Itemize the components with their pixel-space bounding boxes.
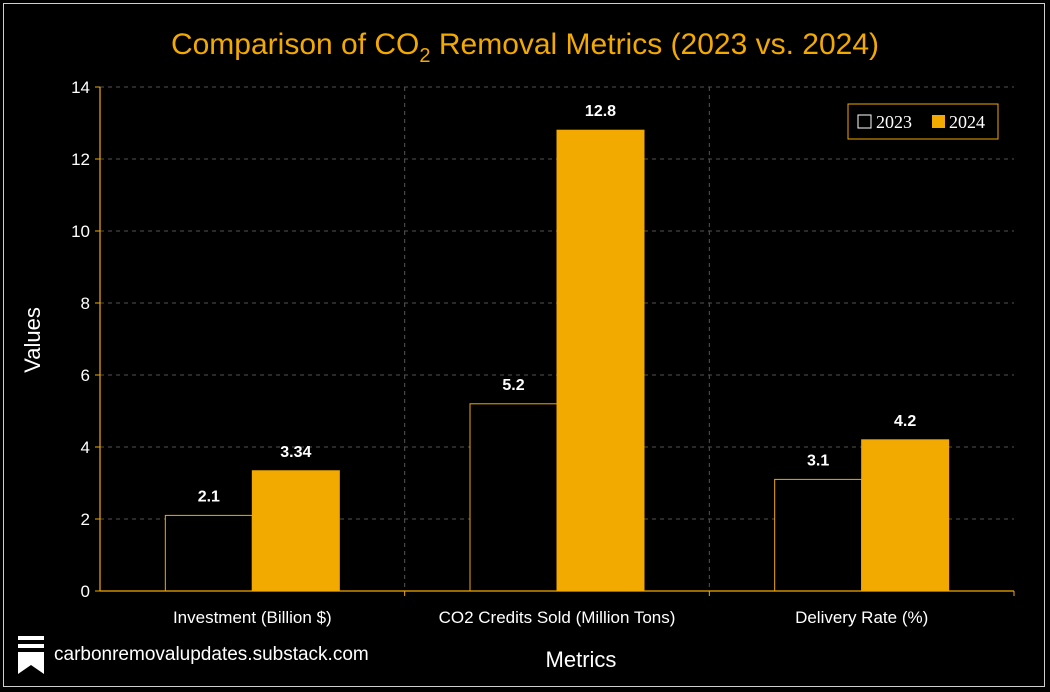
axes: 0 2 4 6 8 10 12 14 Investment (Billion $) CO2 Cre… bbox=[71, 78, 1015, 627]
y-tick-label: 2 bbox=[81, 510, 90, 529]
y-tick-label: 4 bbox=[81, 438, 90, 457]
footer: carbonremovalupdates.substack.com bbox=[18, 634, 369, 676]
chart-title: Comparison of CO2 Removal Metrics (2023 … bbox=[171, 28, 879, 67]
bar-2023-2 bbox=[774, 478, 863, 592]
legend-label-2024: 2024 bbox=[949, 112, 985, 132]
y-tick-label: 12 bbox=[71, 150, 90, 169]
data-label-2024-0: 3.34 bbox=[280, 444, 311, 461]
bars: 2.1 3.34 5.2 12.8 3.1 4.2 bbox=[164, 103, 950, 592]
bar-2023-1 bbox=[469, 403, 558, 592]
legend-swatch-2024 bbox=[932, 115, 945, 128]
x-tick-label: CO2 Credits Sold (Million Tons) bbox=[439, 608, 676, 627]
bar-2024-2 bbox=[861, 439, 950, 592]
data-label-2023-1: 5.2 bbox=[502, 377, 524, 394]
bookmark-stack-icon bbox=[18, 636, 44, 674]
data-label-2023-0: 2.1 bbox=[198, 488, 220, 505]
data-label-2023-2: 3.1 bbox=[807, 452, 829, 469]
x-axis-label: Metrics bbox=[546, 647, 617, 672]
legend: 2023 2024 bbox=[847, 103, 999, 140]
footer-text: carbonremovalupdates.substack.com bbox=[54, 644, 369, 665]
data-label-2024-1: 12.8 bbox=[585, 103, 616, 120]
bar-2023-0 bbox=[164, 514, 253, 592]
x-tick-label: Investment (Billion $) bbox=[173, 608, 332, 627]
y-tick-label: 10 bbox=[71, 222, 90, 241]
legend-label-2023: 2023 bbox=[876, 112, 912, 132]
y-axis-label: Values bbox=[20, 307, 45, 373]
y-tick-label: 14 bbox=[71, 78, 90, 97]
y-tick-label: 0 bbox=[81, 582, 90, 601]
data-label-2024-2: 4.2 bbox=[894, 413, 916, 430]
bar-2024-1 bbox=[556, 129, 645, 592]
y-tick-label: 6 bbox=[81, 366, 90, 385]
x-tick-label: Delivery Rate (%) bbox=[795, 608, 928, 627]
chart-frame bbox=[3, 3, 1045, 687]
legend-box bbox=[847, 103, 999, 140]
legend-swatch-2023 bbox=[857, 114, 872, 129]
bar-2024-0 bbox=[251, 470, 340, 592]
y-tick-label: 8 bbox=[81, 294, 90, 313]
